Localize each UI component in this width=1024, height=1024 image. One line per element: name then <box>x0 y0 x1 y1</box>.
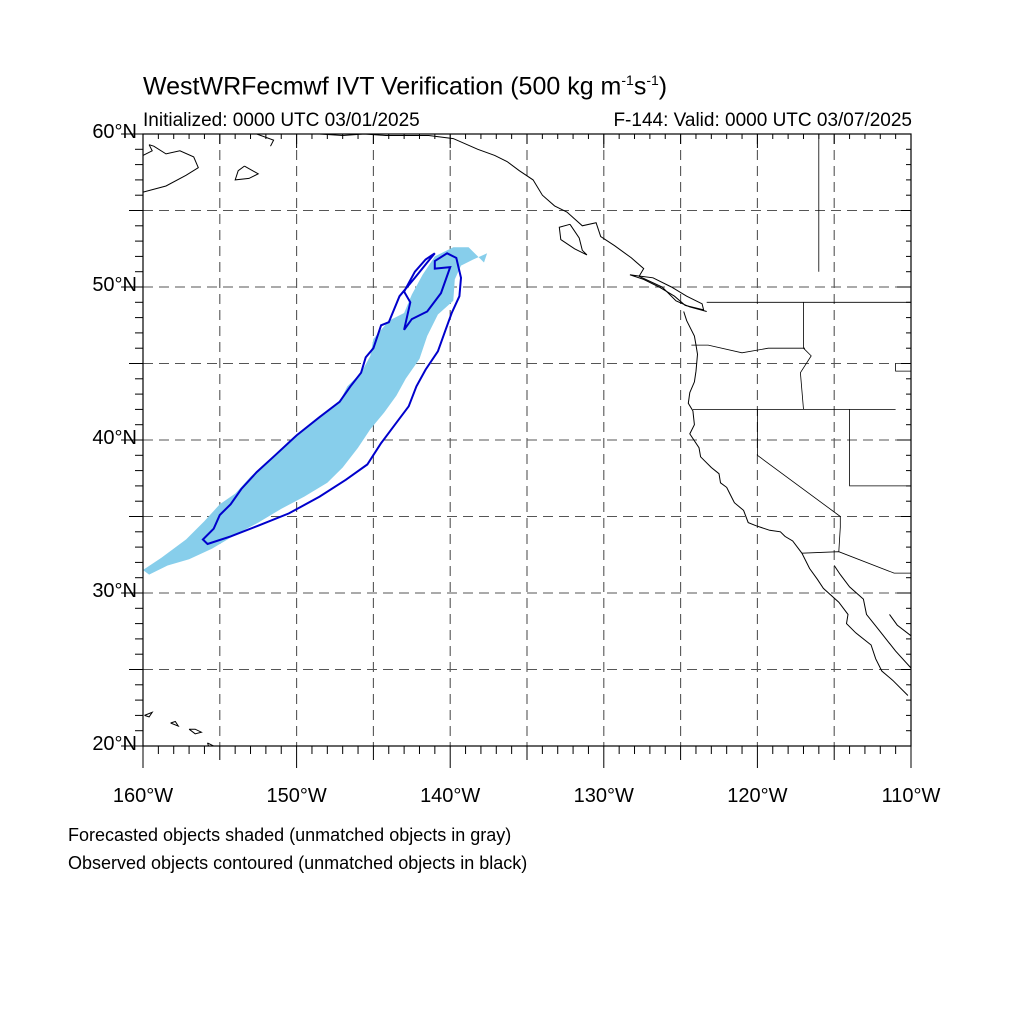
coastline <box>256 134 275 147</box>
lon-label: 120°W <box>727 785 788 807</box>
lon-label: 150°W <box>266 785 327 807</box>
lon-label: 110°W <box>881 785 941 807</box>
coastline <box>144 711 154 718</box>
coastline <box>629 274 705 311</box>
lat-label: 50°N <box>92 274 137 296</box>
coastline <box>683 311 909 696</box>
coastline <box>143 144 153 156</box>
lat-label: 40°N <box>92 427 137 449</box>
lon-label: 160°W <box>112 785 174 807</box>
coastline <box>319 134 707 312</box>
coastline <box>170 720 180 728</box>
boundary-line <box>799 302 812 410</box>
coastline <box>833 565 911 669</box>
map-gridlines <box>143 134 911 746</box>
boundary-line <box>895 363 911 372</box>
valid-time-label: F-144: Valid: 0000 UTC 03/07/2025 <box>613 110 912 131</box>
lon-label: 130°W <box>573 785 634 807</box>
coastline <box>558 223 588 256</box>
boundary-line <box>757 409 841 552</box>
forecast-caption: Forecasted objects shaded (unmatched obj… <box>68 825 512 845</box>
boundary-line <box>849 409 911 487</box>
axis-ticks <box>121 133 912 768</box>
lat-label: 30°N <box>92 580 137 602</box>
coastline <box>188 728 203 735</box>
observed-caption: Observed objects contoured (unmatched ob… <box>68 853 528 873</box>
coastlines <box>143 134 911 746</box>
boundary-line <box>691 344 805 354</box>
political-boundaries <box>691 134 911 574</box>
initialized-label: Initialized: 0000 UTC 03/01/2025 <box>143 110 420 131</box>
page-title: WestWRFecmwf IVT Verification (500 kg m-… <box>143 72 668 101</box>
coastline <box>234 165 260 181</box>
observed-object-contour <box>201 252 463 546</box>
coastline <box>143 144 199 193</box>
forecast-object-shading <box>143 247 488 575</box>
lon-label: 140°W <box>420 785 481 807</box>
coastline <box>207 742 215 746</box>
lat-label: 20°N <box>92 733 137 755</box>
coastline <box>889 614 911 637</box>
boundary-line <box>801 551 911 574</box>
lat-label: 60°N <box>92 121 137 143</box>
